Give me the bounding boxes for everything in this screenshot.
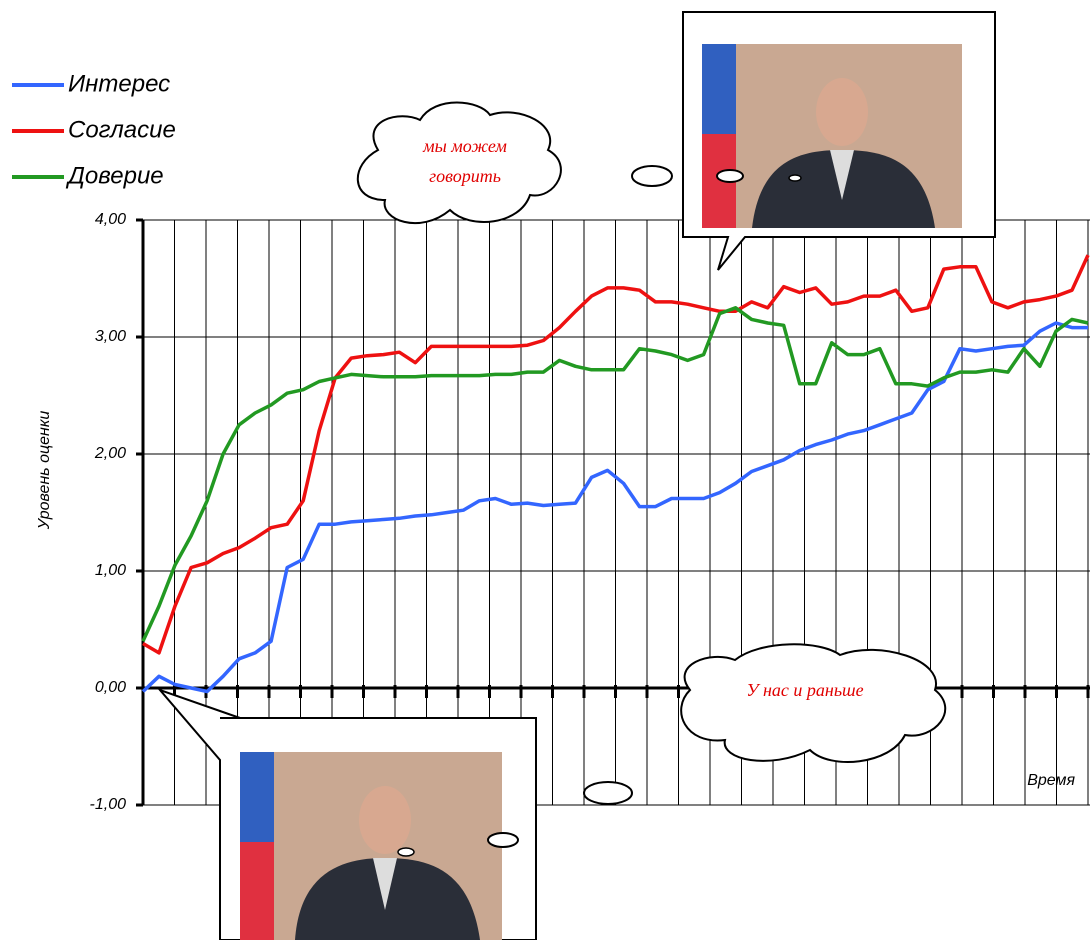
y-tick-label: 1,00 (95, 562, 126, 579)
thought-cloud (680, 643, 947, 763)
y-tick-label: -1,00 (90, 796, 127, 813)
cloud-text: У нас и раньше (746, 680, 863, 700)
cloud-text: мы можем (422, 136, 507, 156)
y-tick-label: 4,00 (95, 211, 126, 228)
legend-label: Интерес (68, 70, 170, 97)
lines (141, 254, 1090, 694)
thought-bubble (583, 781, 633, 805)
y-tick-label: 0,00 (95, 679, 126, 696)
series-line (141, 306, 1089, 642)
thought-bubble (631, 165, 673, 187)
legend-label: Согласие (68, 116, 176, 143)
photo (702, 44, 962, 228)
x-axis-label: Время (1027, 772, 1075, 789)
y-tick-label: 2,00 (94, 445, 126, 462)
y-axis-label: Уровень оценки (36, 411, 53, 531)
thought-cloud (356, 101, 562, 225)
photo (240, 752, 519, 940)
y-tick-label: 3,00 (95, 328, 126, 345)
series-line (142, 254, 1090, 655)
legend-label: Доверие (65, 162, 164, 189)
series-line (141, 321, 1088, 694)
cloud-text: говорить (429, 166, 501, 186)
legend: Интерес Согласие Доверие (12, 70, 176, 189)
